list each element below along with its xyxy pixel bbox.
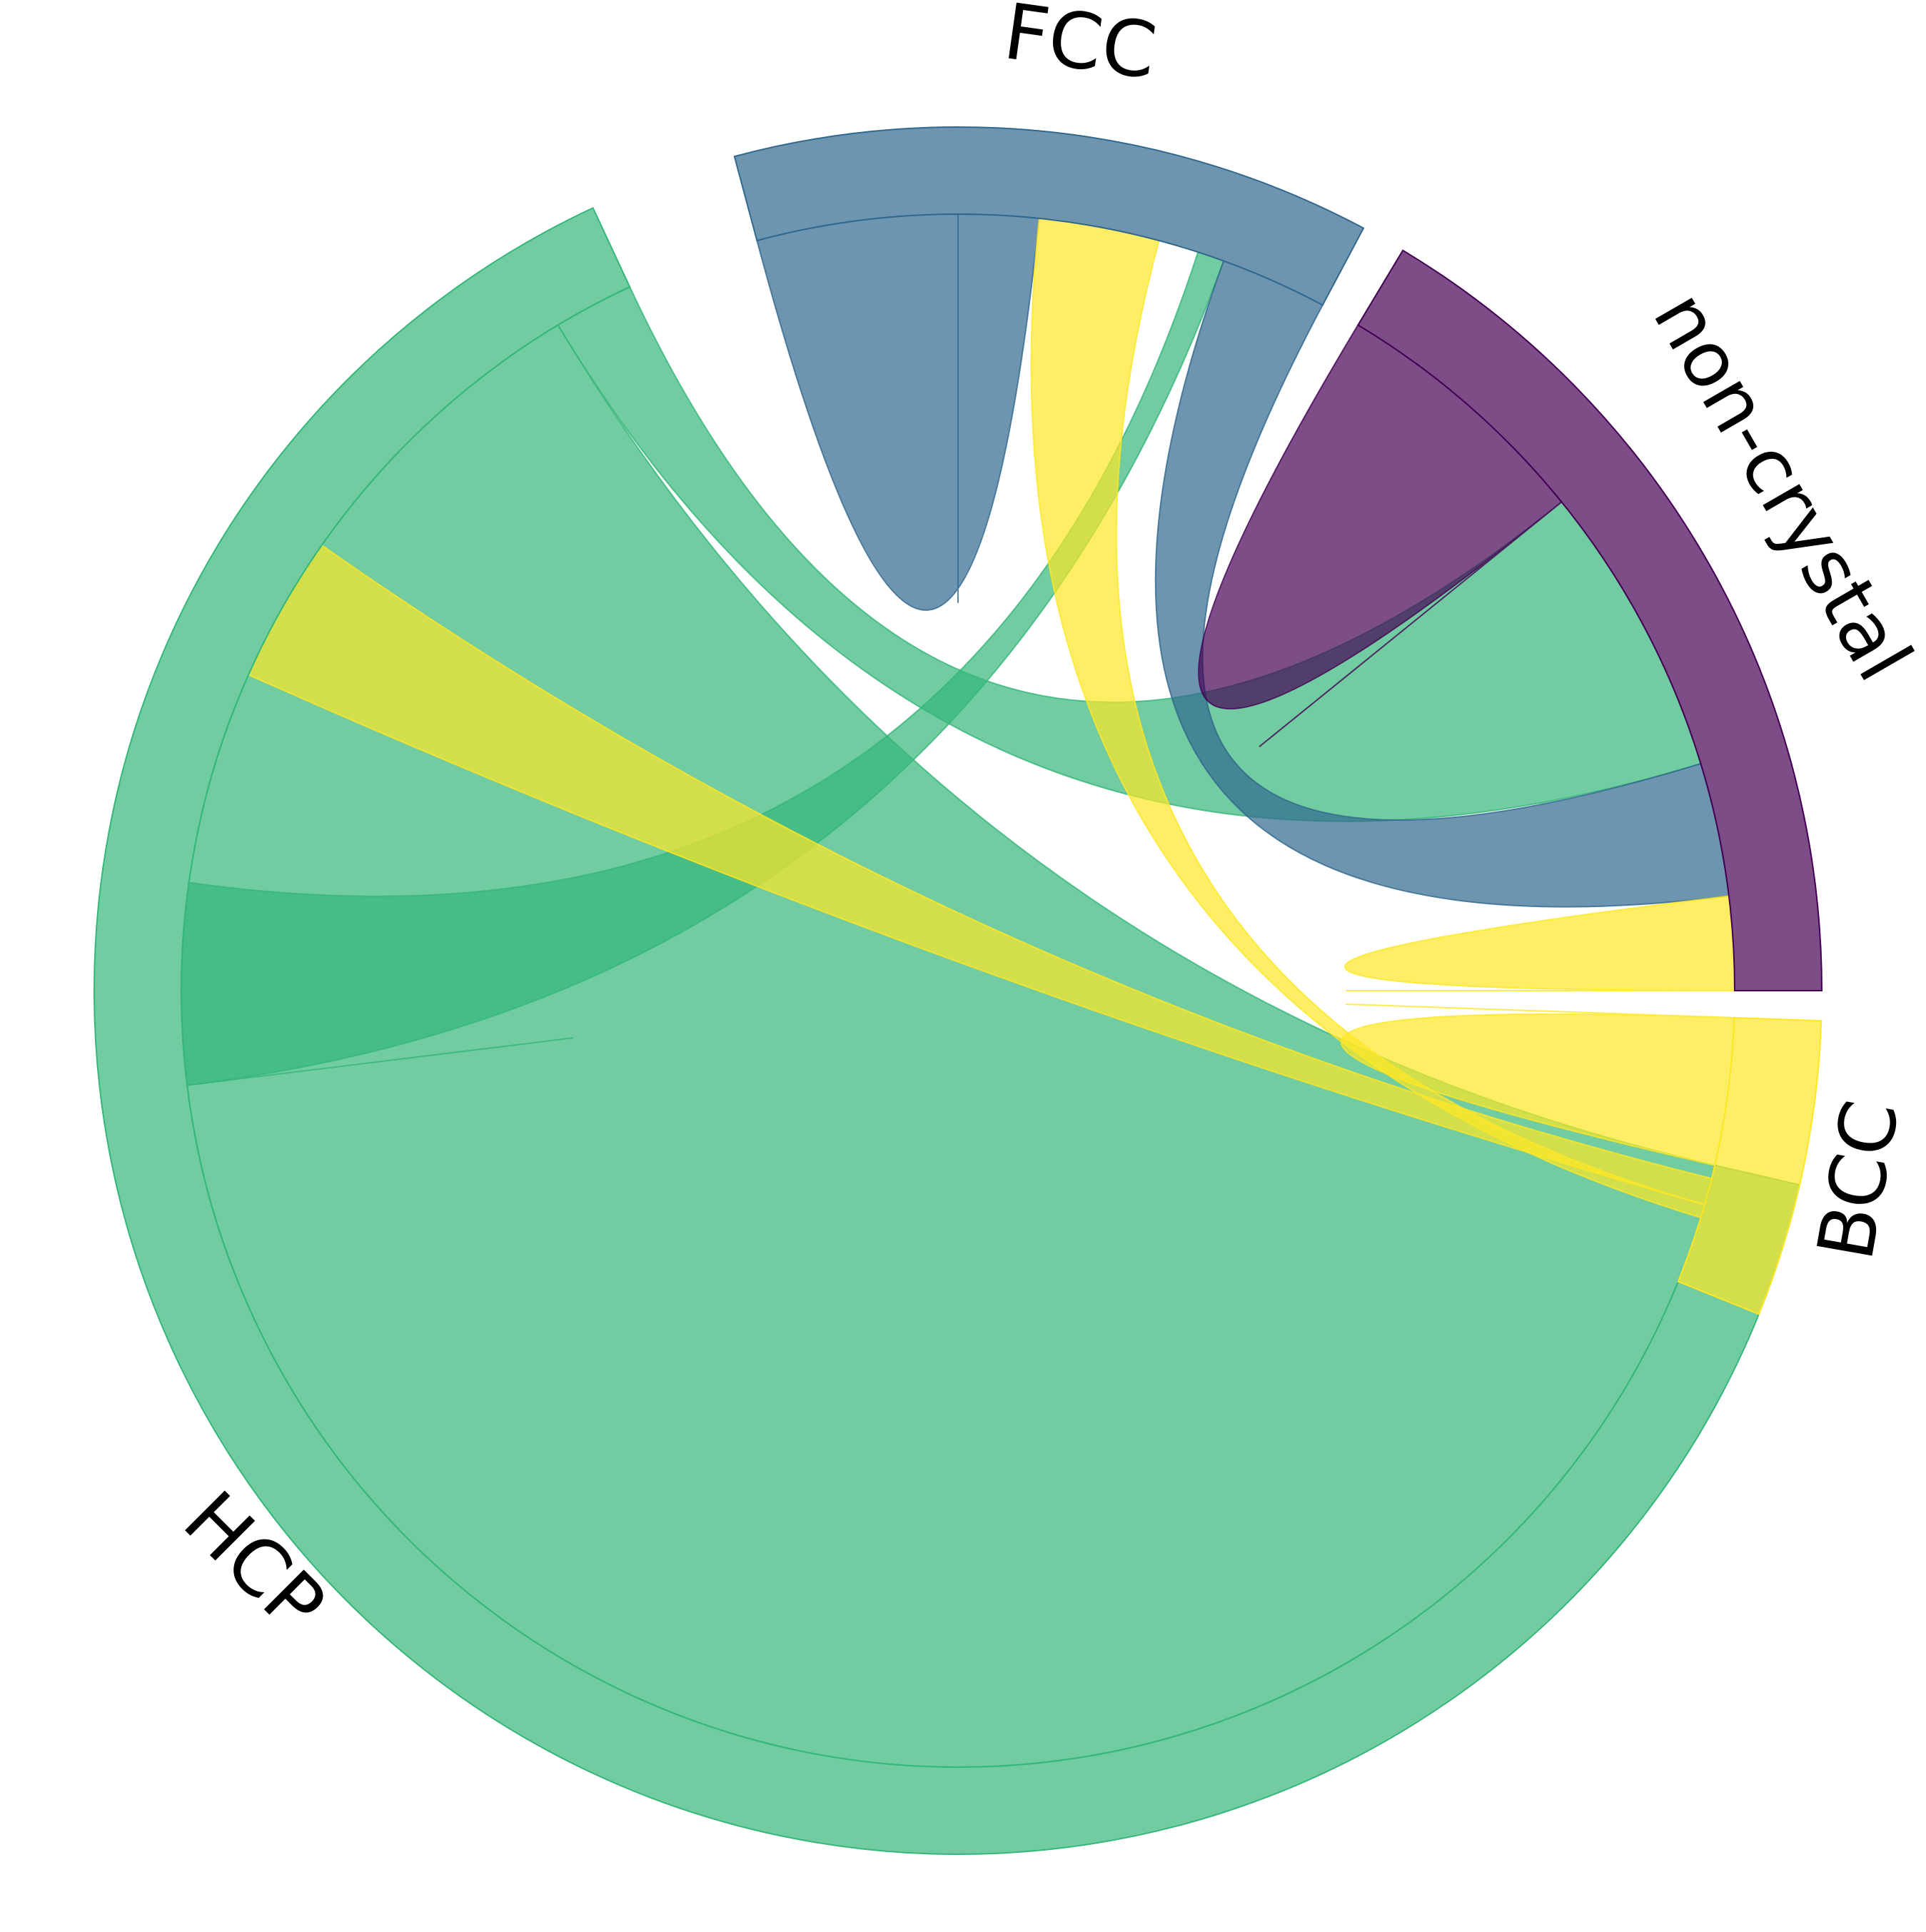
ribbons xyxy=(181,213,1736,1768)
ribbon-non-crystal-to-non-crystal xyxy=(1198,324,1563,747)
group-arcs xyxy=(94,126,1823,1855)
arc-fcc xyxy=(733,126,1365,306)
label-bcc: BCC xyxy=(1801,1094,1917,1266)
ribbon-fcc-to-fcc xyxy=(756,213,1040,611)
label-fcc: FCC xyxy=(999,0,1161,97)
arc-non-crystal xyxy=(1356,249,1823,991)
arc-hcp xyxy=(94,207,1801,1855)
arc-bcc xyxy=(1677,1016,1822,1315)
ribbon-hcp-to-fcc xyxy=(181,251,1225,1086)
ribbon-bcc-to-bcc xyxy=(1340,1003,1735,1166)
ribbon-bcc-to-non-crystal xyxy=(1344,895,1736,992)
